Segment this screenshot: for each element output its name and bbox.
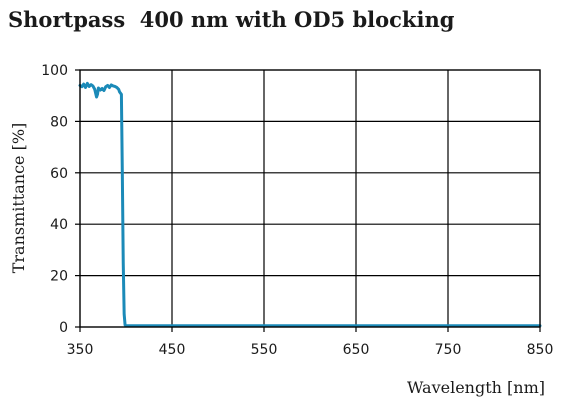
x-tick-label-550: 550	[251, 342, 278, 358]
y-tick-label-20: 20	[50, 269, 68, 285]
x-axis-label: Wavelength [nm]	[407, 378, 545, 397]
y-tick-label-100: 100	[41, 63, 68, 79]
y-tick-label-40: 40	[50, 217, 68, 233]
y-tick-label-60: 60	[50, 166, 68, 182]
y-axis-label: Transmittance [%]	[9, 123, 28, 274]
plot-frame	[79, 69, 541, 328]
x-tick-label-650: 650	[343, 342, 370, 358]
chart-title: Shortpass 400 nm with OD5 blocking	[8, 7, 455, 32]
x-tick-label-850: 850	[527, 342, 554, 358]
grid-lines	[80, 70, 540, 327]
tick-labels: 350 450 550 650 750 850 0 20 40 60 80 100	[41, 63, 553, 358]
x-tick-label-450: 450	[159, 342, 186, 358]
x-tick-label-350: 350	[67, 342, 94, 358]
y-tick-label-0: 0	[59, 320, 68, 336]
series-line-0	[78, 81, 542, 328]
y-tick-label-80: 80	[50, 114, 68, 130]
x-tick-label-750: 750	[435, 342, 462, 358]
data-series	[78, 81, 542, 328]
